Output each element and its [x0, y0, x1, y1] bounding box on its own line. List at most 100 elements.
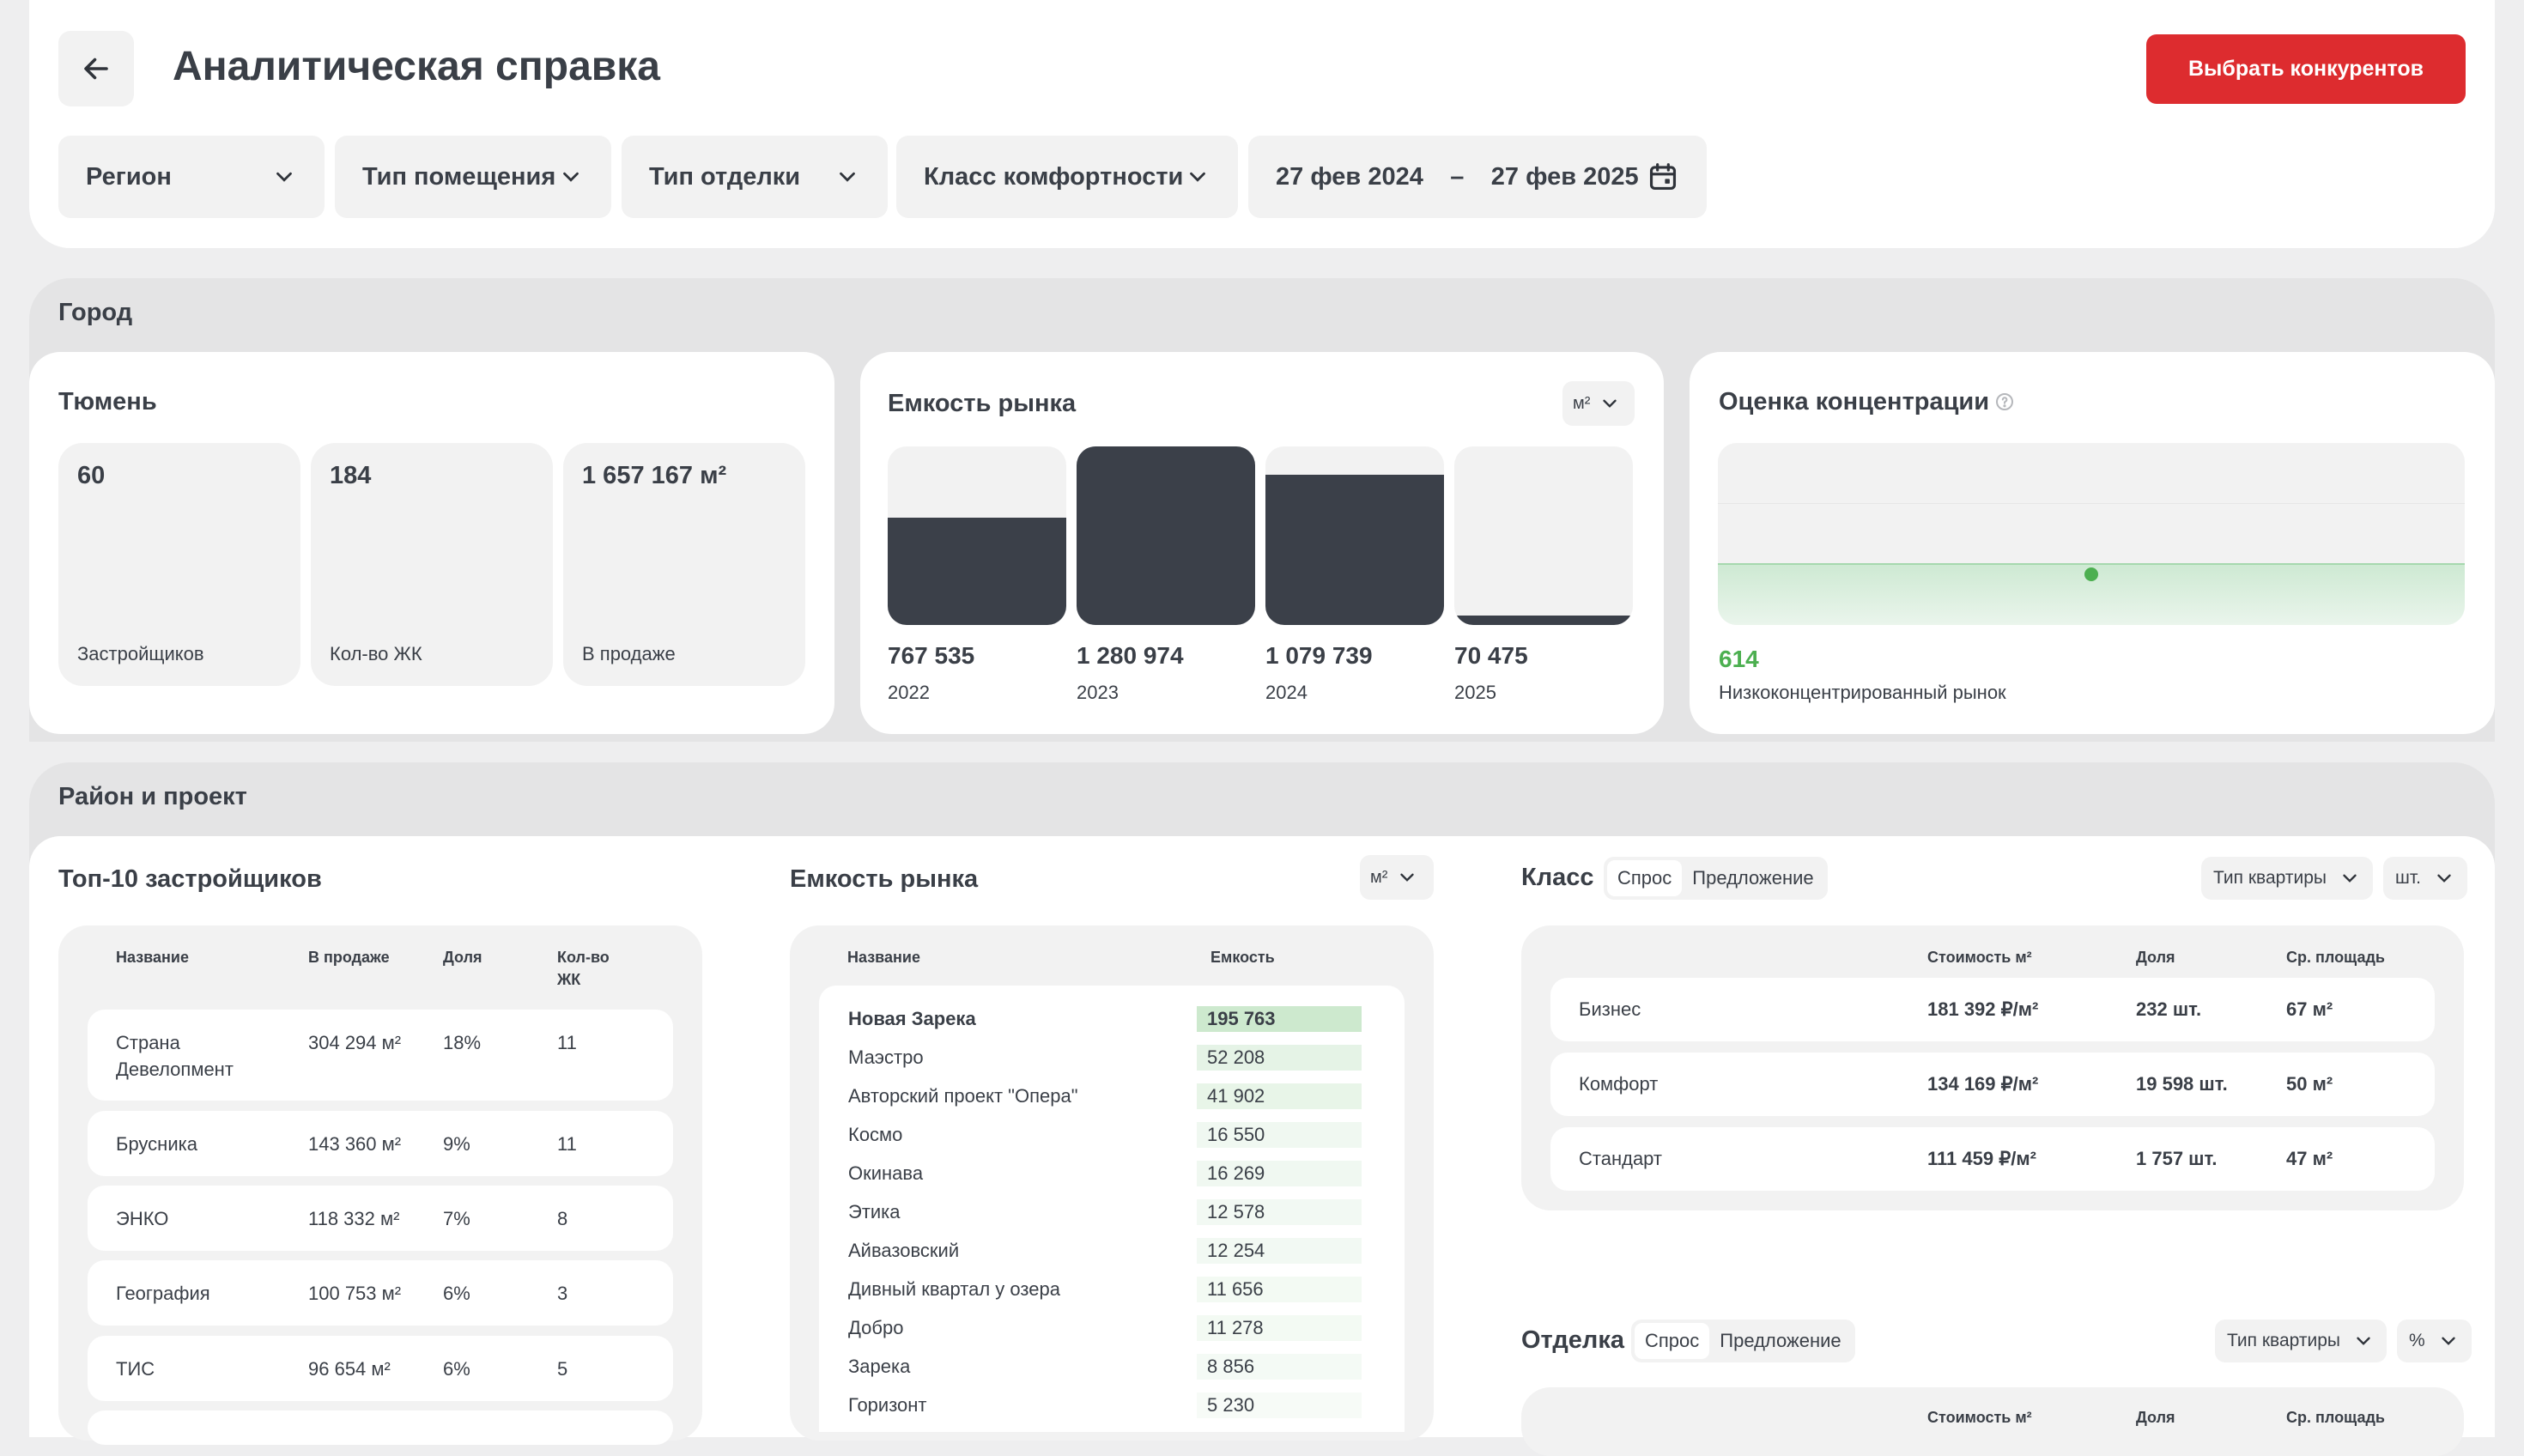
list-item[interactable]: Новая Зарека 195 763: [848, 1006, 1372, 1032]
room-type-filter[interactable]: Тип помещения: [335, 136, 611, 218]
class-name: Стандарт: [1579, 1148, 1663, 1169]
chart-bar-track: [888, 446, 1066, 625]
chart-bar-track: [1077, 446, 1255, 625]
date-range-picker[interactable]: 27 фев 2024 – 27 фев 2025: [1248, 136, 1707, 218]
table-row[interactable]: География 100 753 м² 6% 3: [88, 1260, 673, 1326]
list-item[interactable]: Маэстро 52 208: [848, 1045, 1372, 1071]
select-competitors-button[interactable]: Выбрать конкурентов: [2146, 34, 2466, 104]
gauge-marker: [2084, 567, 2098, 581]
market-capacity-title: Емкость рынка: [888, 390, 1077, 417]
chevron-down-icon: [2357, 1337, 2370, 1345]
chevron-down-icon: [1400, 873, 1415, 882]
table-row[interactable]: Бизнес 181 392 ₽/м² 232 шт. 67 м²: [1550, 978, 2435, 1041]
developer-on-sale: 143 360 м²: [308, 1133, 402, 1155]
capacity-value: 12 254: [1207, 1240, 1265, 1261]
chart-bar[interactable]: [1265, 475, 1444, 625]
chart-tick-label: 2023: [1077, 682, 1119, 703]
capacity-bar: [1197, 1392, 1362, 1418]
city-name: Тюмень: [58, 388, 157, 416]
chart-bar[interactable]: [1454, 616, 1633, 625]
col-share-header: Доля: [2136, 949, 2175, 966]
date-from: 27 фев 2024: [1276, 162, 1423, 191]
list-item[interactable]: Этика 12 578: [848, 1199, 1372, 1225]
table-row[interactable]: ЭНКО 118 332 м² 7% 8: [88, 1186, 673, 1251]
header-card: Аналитическая справка Выбрать конкуренто…: [29, 0, 2495, 248]
apartment-type-select[interactable]: Тип квартиры: [2201, 857, 2373, 900]
unit-select[interactable]: м²: [1360, 855, 1434, 900]
toggle-supply[interactable]: Предложение: [1720, 1330, 1841, 1351]
toggle-demand[interactable]: Спрос: [1607, 860, 1683, 896]
region-filter[interactable]: Регион: [58, 136, 325, 218]
concentration-gauge: [1718, 443, 2465, 625]
chart-bar-track: [1454, 446, 1633, 625]
district-section-title: Район и проект: [58, 783, 247, 810]
chevron-down-icon: [276, 172, 292, 182]
toggle-supply[interactable]: Предложение: [1692, 867, 1814, 889]
info-icon[interactable]: [1994, 391, 2015, 412]
chevron-down-icon: [563, 172, 579, 182]
list-item[interactable]: Зарека 8 856: [848, 1354, 1372, 1380]
chevron-down-icon: [840, 172, 855, 182]
capacity-value: 5 230: [1207, 1394, 1255, 1416]
arrow-left-icon: [84, 58, 108, 80]
stat-label: Кол-во ЖК: [330, 643, 422, 664]
class-share: 1 757 шт.: [2136, 1148, 2218, 1169]
chart-tick-label: 2024: [1265, 682, 1308, 703]
finish-type-filter-label: Тип отделки: [649, 162, 801, 191]
col-name-header: Название: [847, 949, 920, 966]
stat-value: 60: [77, 462, 106, 489]
finish-title: Отделка: [1521, 1326, 1624, 1354]
comfort-class-filter[interactable]: Класс комфортности: [896, 136, 1238, 218]
developer-name: Брусника: [116, 1133, 197, 1155]
list-item[interactable]: Горизонт 5 230: [848, 1392, 1372, 1418]
project-name: Зарека: [848, 1356, 911, 1377]
table-row[interactable]: ТИС 96 654 м² 6% 5: [88, 1336, 673, 1401]
measure-select[interactable]: шт.: [2383, 857, 2467, 900]
developer-share: 7%: [443, 1208, 470, 1229]
table-row[interactable]: [88, 1410, 673, 1445]
chevron-down-icon: [2441, 1337, 2455, 1345]
table-row[interactable]: Страна Девелопмент 304 294 м² 18% 11: [88, 1010, 673, 1101]
developer-share: 6%: [443, 1283, 470, 1304]
capacity-bar: [1197, 1199, 1362, 1225]
unit-select-value: м²: [1573, 393, 1591, 413]
unit-select[interactable]: м²: [1562, 381, 1635, 426]
apartment-type-select[interactable]: Тип квартиры: [2215, 1320, 2387, 1362]
class-area: 50 м²: [2286, 1073, 2333, 1095]
measure-select[interactable]: %: [2397, 1320, 2472, 1362]
capacity-bar: [1197, 1161, 1362, 1186]
project-name: Добро: [848, 1317, 904, 1338]
apartment-type-select-value: Тип квартиры: [2227, 1331, 2340, 1350]
developer-name: Страна Девелопмент: [116, 1032, 234, 1080]
col-share-header: Доля: [2136, 1409, 2175, 1426]
chart-bar[interactable]: [1077, 446, 1255, 625]
class-demand-supply-toggle[interactable]: Спрос Предложение: [1604, 857, 1828, 900]
chart-bar[interactable]: [888, 518, 1066, 625]
class-area: 67 м²: [2286, 998, 2333, 1020]
list-item[interactable]: Дивный квартал у озера 11 656: [848, 1277, 1372, 1302]
back-button[interactable]: [58, 31, 134, 106]
capacity-bar: [1197, 1354, 1362, 1380]
table-row[interactable]: Комфорт 134 169 ₽/м² 19 598 шт. 50 м²: [1550, 1053, 2435, 1116]
calendar-icon[interactable]: [1647, 161, 1679, 193]
finish-type-filter[interactable]: Тип отделки: [622, 136, 888, 218]
list-item[interactable]: Добро 11 278: [848, 1315, 1372, 1341]
list-item[interactable]: Окинава 16 269: [848, 1161, 1372, 1186]
date-separator: –: [1450, 162, 1465, 191]
list-item[interactable]: Авторский проект "Опера" 41 902: [848, 1083, 1372, 1109]
capacity-value: 11 656: [1207, 1278, 1264, 1300]
table-row[interactable]: Брусника 143 360 м² 9% 11: [88, 1111, 673, 1176]
list-item[interactable]: Айвазовский 12 254: [848, 1238, 1372, 1264]
finish-demand-supply-toggle[interactable]: Спрос Предложение: [1631, 1320, 1855, 1362]
chart-bar-track: [1265, 446, 1444, 625]
table-row[interactable]: Стандарт 111 459 ₽/м² 1 757 шт. 47 м²: [1550, 1127, 2435, 1191]
col-area-header: Ср. площадь: [2286, 1409, 2385, 1426]
capacity-value: 52 208: [1207, 1046, 1265, 1068]
capacity-bar: [1197, 1315, 1362, 1341]
capacity-value: 16 269: [1207, 1162, 1265, 1184]
list-item[interactable]: Космо 16 550: [848, 1122, 1372, 1148]
developer-on-sale: 96 654 м²: [308, 1358, 391, 1380]
toggle-demand[interactable]: Спрос: [1635, 1323, 1710, 1359]
developer-name: География: [116, 1283, 210, 1304]
room-type-filter-label: Тип помещения: [362, 162, 556, 191]
